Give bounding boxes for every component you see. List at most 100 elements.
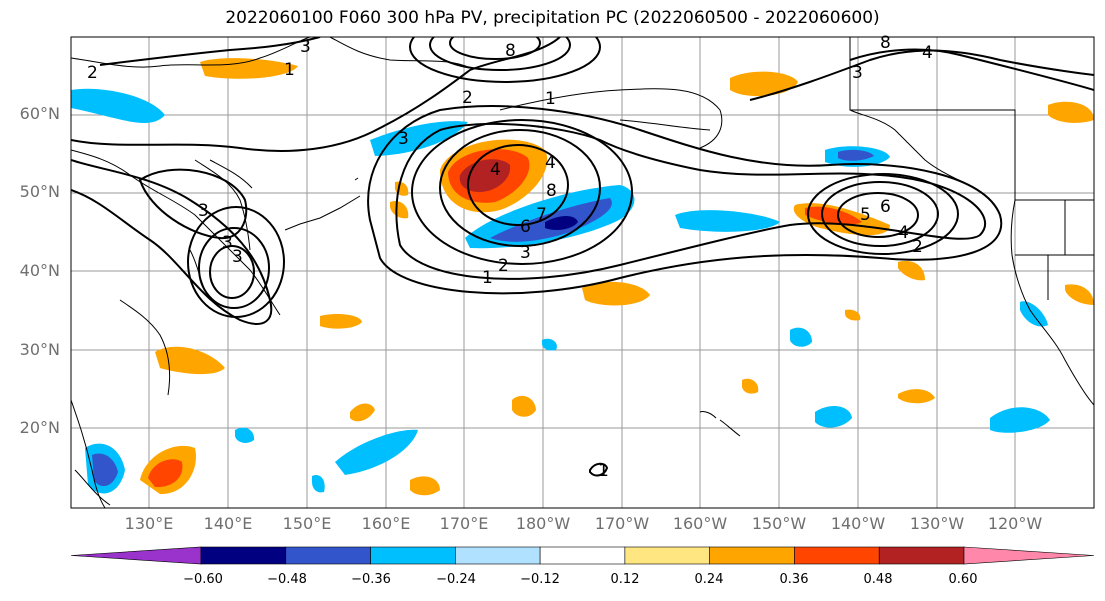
colorbar-tick-label: −0.12 xyxy=(520,572,560,587)
precip-negative-e1 xyxy=(790,327,812,347)
lon-label: 130°E xyxy=(124,514,174,533)
contour-label: 3 xyxy=(852,63,863,83)
lon-label: 150°E xyxy=(282,514,332,533)
precip-positive-e2 xyxy=(898,389,935,404)
precip-negative-sw-core xyxy=(92,453,118,487)
precip-positive-e4 xyxy=(1065,284,1094,305)
precip-negative-small1 xyxy=(235,427,255,443)
precip-negative-nw xyxy=(71,88,165,123)
precip-positive-s2 xyxy=(512,395,536,417)
contour-label: 1 xyxy=(545,89,556,109)
contour-label: 8 xyxy=(546,181,557,201)
precip-positive-small4 xyxy=(742,378,759,394)
precip-negative-ne-core xyxy=(838,149,874,161)
colorbar-segment xyxy=(624,546,710,565)
contour-label: 3 xyxy=(300,37,311,57)
contour-label: 1 xyxy=(598,461,609,481)
precip-positive-mid1 xyxy=(582,281,650,306)
precip-positive-n2 xyxy=(730,71,798,97)
precip-negative-e4 xyxy=(1020,301,1048,327)
lat-label-50n: 50°N xyxy=(19,182,60,201)
precip-negative-max xyxy=(545,216,578,230)
contour-label: 2 xyxy=(87,63,98,83)
precip-negative-small2 xyxy=(312,474,325,493)
contour-label: 2 xyxy=(462,88,473,108)
lon-label: 150°W xyxy=(751,514,807,533)
colorbar-tick-label: 0.24 xyxy=(694,572,724,587)
contour-label: 2 xyxy=(912,237,923,257)
colorbar-tick-label: 0.36 xyxy=(779,572,809,587)
colorbar-tick-label: −0.24 xyxy=(436,572,476,587)
colorbar-segment xyxy=(794,546,880,565)
contour-label: 6 xyxy=(880,197,891,217)
contour-label: 4 xyxy=(922,43,933,63)
lon-label: 170°W xyxy=(594,514,650,533)
lon-label: 160°W xyxy=(672,514,728,533)
lat-label-20n: 20°N xyxy=(19,418,60,437)
precip-positive-e1 xyxy=(898,260,925,281)
lon-label: 140°W xyxy=(830,514,886,533)
colorbar-segment xyxy=(878,546,965,565)
contour-label: 3 xyxy=(232,247,243,267)
lon-label: 160°E xyxy=(361,514,411,533)
colorbar-tick-label: −0.36 xyxy=(351,572,391,587)
contour-label: 7 xyxy=(536,205,547,225)
colorbar-tick-label: 0.12 xyxy=(610,572,640,587)
colorbar-tick-label: 0.60 xyxy=(948,572,978,587)
colorbar xyxy=(70,546,1095,565)
contour-label: 8 xyxy=(880,33,891,53)
pv-contours xyxy=(71,37,1094,477)
colorbar-segment xyxy=(370,546,456,565)
contour-label: 3 xyxy=(198,201,209,221)
precip-negative-e3 xyxy=(990,407,1050,433)
contour-label: 1 xyxy=(284,60,295,80)
precip-positive-mid2 xyxy=(155,346,225,375)
lat-label-40n: 40°N xyxy=(19,261,60,280)
colorbar-segment xyxy=(285,546,371,565)
contour-label: 3 xyxy=(222,233,233,253)
lon-label: 180°W xyxy=(515,514,571,533)
precip-positive-sw-core xyxy=(148,459,183,488)
contour-label: 1 xyxy=(482,268,493,288)
lon-label: 170°E xyxy=(439,514,489,533)
contour-label: 5 xyxy=(860,205,871,225)
lon-label: 140°E xyxy=(203,514,253,533)
colorbar-segment xyxy=(709,546,795,565)
contour-label: 4 xyxy=(545,153,556,173)
contour-label: 3 xyxy=(520,243,531,263)
colorbar-segment xyxy=(539,546,626,565)
contour-label: 8 xyxy=(505,41,516,61)
precip-positive-small5 xyxy=(845,309,861,321)
precip-positive-mid3 xyxy=(320,314,362,329)
colorbar-segment xyxy=(200,546,287,565)
precip-positive-s3 xyxy=(350,403,375,422)
contour-labels: 3 2 1 8 4 3 2 1 4 8 6 7 3 2 1 3 3 3 6 5 … xyxy=(87,33,933,481)
precip-positive-n1 xyxy=(200,58,298,79)
lon-label: 130°W xyxy=(909,514,965,533)
contour-label: 3 xyxy=(398,129,409,149)
colorbar-tick-label: 0.48 xyxy=(863,572,893,587)
colorbar-extend-low xyxy=(70,546,202,565)
contour-label: 4 xyxy=(490,160,501,180)
precip-positive-e3 xyxy=(1048,101,1094,123)
precip-negative-small3 xyxy=(542,338,557,351)
precip-negative-tail xyxy=(675,210,780,232)
precip-positive-east-core xyxy=(805,206,862,225)
lon-label: 120°W xyxy=(987,514,1043,533)
colorbar-extend-high xyxy=(963,546,1095,565)
map-frame xyxy=(70,36,1095,509)
colorbar-segment xyxy=(455,546,541,565)
contour-label: 4 xyxy=(898,223,909,243)
lat-label-60n: 60°N xyxy=(19,104,60,123)
precip-negative-mid xyxy=(335,429,418,475)
contour-label: 2 xyxy=(498,256,509,276)
colorbar-tick-label: −0.60 xyxy=(183,572,223,587)
precip-positive-s1 xyxy=(410,476,440,496)
map-title: 2022060100 F060 300 hPa PV, precipitatio… xyxy=(225,8,880,28)
lat-label-30n: 30°N xyxy=(19,340,60,359)
precip-negative-e2 xyxy=(815,406,852,428)
contour-label: 6 xyxy=(520,217,531,237)
precip-positive-small7 xyxy=(390,200,409,219)
colorbar-tick-label: −0.48 xyxy=(267,572,307,587)
